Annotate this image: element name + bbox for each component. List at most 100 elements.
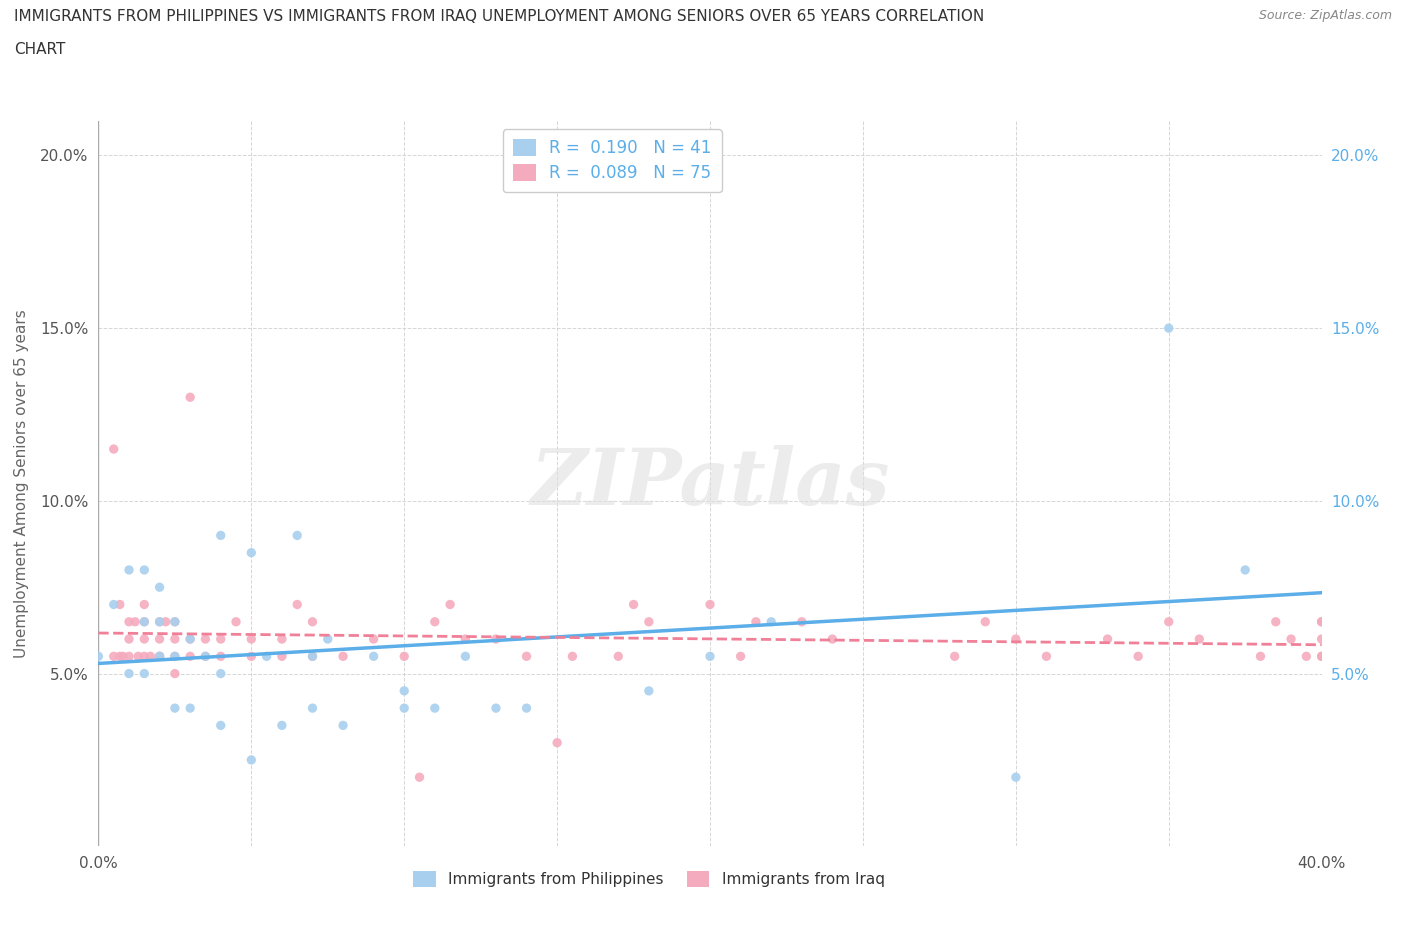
Point	[194, 649, 217, 664]
Point	[179, 700, 201, 715]
Point	[149, 615, 172, 630]
Point	[134, 666, 156, 681]
Point	[134, 615, 156, 630]
Point	[745, 615, 768, 630]
Point	[179, 649, 201, 664]
Point	[87, 649, 110, 664]
Point	[1249, 649, 1271, 664]
Point	[301, 615, 323, 630]
Point	[423, 615, 446, 630]
Point	[1310, 649, 1333, 664]
Point	[240, 631, 263, 646]
Point	[943, 649, 966, 664]
Text: CHART: CHART	[14, 42, 66, 57]
Point	[485, 700, 508, 715]
Point	[1097, 631, 1119, 646]
Point	[790, 615, 813, 630]
Point	[392, 700, 416, 715]
Point	[163, 615, 186, 630]
Point	[179, 390, 201, 405]
Point	[209, 718, 232, 733]
Text: IMMIGRANTS FROM PHILIPPINES VS IMMIGRANTS FROM IRAQ UNEMPLOYMENT AMONG SENIORS O: IMMIGRANTS FROM PHILIPPINES VS IMMIGRANT…	[14, 9, 984, 24]
Point	[637, 615, 661, 630]
Point	[134, 597, 156, 612]
Point	[332, 718, 354, 733]
Point	[256, 649, 278, 664]
Point	[225, 615, 247, 630]
Point	[118, 563, 141, 578]
Point	[1157, 615, 1180, 630]
Point	[607, 649, 630, 664]
Point	[1310, 615, 1333, 630]
Text: Source: ZipAtlas.com: Source: ZipAtlas.com	[1258, 9, 1392, 22]
Point	[285, 597, 308, 612]
Point	[209, 666, 232, 681]
Point	[118, 666, 141, 681]
Point	[454, 649, 477, 664]
Point	[270, 718, 292, 733]
Point	[149, 615, 172, 630]
Point	[149, 579, 172, 594]
Point	[240, 649, 263, 664]
Point	[408, 770, 430, 785]
Point	[194, 631, 217, 646]
Point	[118, 615, 141, 630]
Point	[1310, 631, 1333, 646]
Point	[103, 442, 125, 457]
Point	[1264, 615, 1286, 630]
Point	[1279, 631, 1302, 646]
Point	[363, 631, 385, 646]
Point	[124, 615, 146, 630]
Point	[163, 649, 186, 664]
Point	[163, 631, 186, 646]
Point	[485, 631, 508, 646]
Point	[363, 649, 385, 664]
Legend: Immigrants from Philippines, Immigrants from Iraq: Immigrants from Philippines, Immigrants …	[406, 865, 891, 893]
Point	[759, 615, 782, 630]
Point	[439, 597, 461, 612]
Point	[270, 649, 292, 664]
Point	[155, 615, 177, 630]
Point	[561, 649, 583, 664]
Point	[423, 700, 446, 715]
Point	[127, 649, 149, 664]
Point	[149, 649, 172, 664]
Point	[1004, 631, 1026, 646]
Point	[163, 666, 186, 681]
Point	[974, 615, 997, 630]
Point	[240, 545, 263, 560]
Point	[1188, 631, 1211, 646]
Point	[301, 649, 323, 664]
Point	[108, 649, 131, 664]
Point	[516, 649, 538, 664]
Point	[149, 631, 172, 646]
Point	[699, 649, 721, 664]
Point	[637, 684, 661, 698]
Point	[139, 649, 162, 664]
Point	[301, 700, 323, 715]
Point	[103, 649, 125, 664]
Point	[163, 615, 186, 630]
Point	[1035, 649, 1057, 664]
Point	[546, 736, 568, 751]
Point	[821, 631, 844, 646]
Point	[270, 631, 292, 646]
Point	[285, 528, 308, 543]
Point	[163, 700, 186, 715]
Point	[111, 649, 134, 664]
Point	[301, 649, 323, 664]
Point	[316, 631, 339, 646]
Point	[454, 631, 477, 646]
Point	[179, 631, 201, 646]
Point	[134, 649, 156, 664]
Point	[1310, 615, 1333, 630]
Point	[209, 528, 232, 543]
Point	[108, 597, 131, 612]
Point	[209, 649, 232, 664]
Point	[730, 649, 752, 664]
Y-axis label: Unemployment Among Seniors over 65 years: Unemployment Among Seniors over 65 years	[14, 309, 30, 658]
Point	[209, 631, 232, 646]
Point	[118, 649, 141, 664]
Point	[623, 597, 645, 612]
Point	[179, 631, 201, 646]
